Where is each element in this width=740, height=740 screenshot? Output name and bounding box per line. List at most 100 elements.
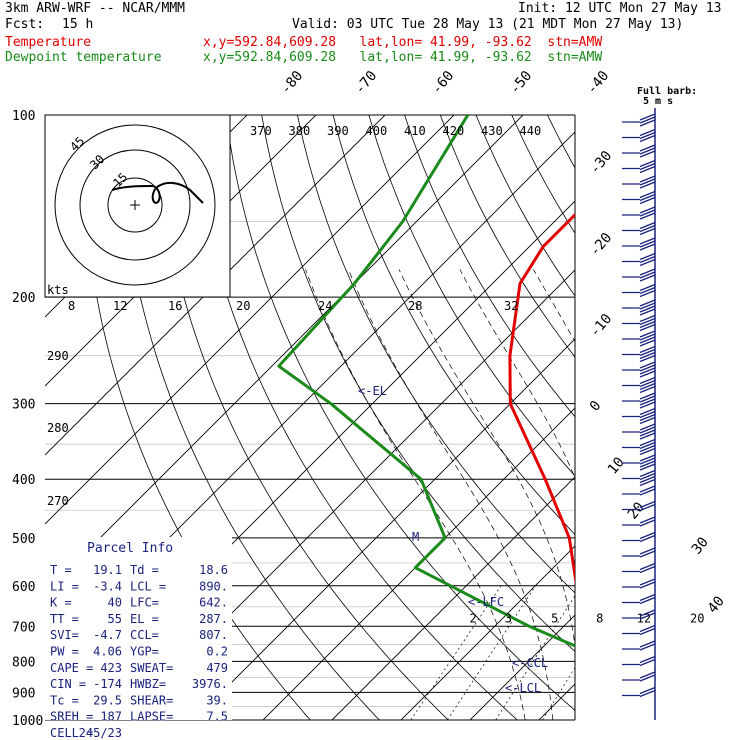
dewpoint-profile [277,115,575,648]
dry-adiabat-line [368,115,575,477]
parcel-info-value: 4.06 [93,645,122,659]
wind-barb [639,410,656,419]
speed-axis-label: 28 [408,299,422,313]
valid-time: Valid: 03 UTC Tue 28 May 13 (21 MDT Mon … [292,17,684,32]
parcel-info-value: SREH = [50,710,93,724]
wind-barb [639,196,656,205]
wind-barb [639,317,656,326]
model-title: 3km ARW-WRF -- NCAR/MMM [5,1,186,16]
wind-barb [639,460,656,468]
wind-barb [639,624,656,633]
wind-barb [639,178,656,186]
wind-barb [639,438,656,447]
wind-barb [639,413,656,422]
mixing-ratio-line [542,666,575,720]
isobar-label: 1000 [12,714,43,729]
dry-adiabat-line [639,87,740,733]
wind-barb [639,395,656,403]
wind-barb [639,674,656,682]
wind-barb [639,531,656,540]
parcel-info-value: 642. [199,596,228,610]
isotherm-line [331,476,575,720]
wind-barb [639,165,656,174]
init-time: Init: 12 UTC Mon 27 May 13 [518,1,722,16]
theta-label: 390 [327,124,349,138]
parcel-info-value: SHEAR= [130,693,173,707]
wind-barb [639,379,656,388]
parcel-info-value: CELL = [50,726,93,740]
parcel-info-value: PW = [50,645,79,659]
wind-barb [639,655,656,664]
moist-adiabat-line [305,269,526,720]
isobar-label: 200 [12,291,35,306]
isobar-label: 600 [12,580,35,595]
isobar-label: 400 [12,473,35,488]
wind-barb [639,237,656,245]
dry-adiabat-line [708,87,740,733]
parcel-info-value: Tc = [50,693,79,707]
wind-barb [639,488,656,496]
parcel-info-value: -174 [93,677,122,691]
parcel-info-value: LFC= [130,596,159,610]
wind-barb [639,689,656,698]
parcel-info-value: SWEAT= [130,661,173,675]
parcel-info-value: HWBZ= [130,677,166,691]
moist-adiabat-line [348,269,554,720]
theta-label: 440 [520,124,542,138]
parcel-info-value: 187 [100,710,122,724]
wind-barb [639,519,656,527]
wind-barb [639,252,656,261]
isotherm-label: -30 [587,148,616,178]
isotherm-line [400,545,575,720]
theta-label: 430 [481,124,503,138]
parcel-info-value: -3.4 [93,579,122,593]
wind-barb [639,441,656,450]
wind-barb [639,224,656,233]
dry-adiabat-line [154,115,449,720]
speed-axis-label: 16 [168,299,182,313]
isotherm-label: -70 [352,68,381,98]
wind-barb [639,401,656,409]
wind-barb [639,193,656,202]
wind-barb [639,243,656,251]
parcel-info-value: CCL= [130,628,159,642]
moist-adiabat-line [459,269,575,479]
isotherm-label: -40 [584,68,613,98]
dry-adiabat-line [189,115,518,720]
wind-barb [639,206,656,214]
wind-barb [639,271,656,279]
isotherm-line [45,115,386,456]
temperature-legend: Temperature [5,35,92,50]
mixing-ratio-line [410,585,502,720]
wind-barb [639,119,656,127]
dry-adiabat-line [673,87,740,733]
wind-barb [639,534,656,543]
wind-barb [639,255,656,264]
moist-adiabat-line [398,269,575,649]
isotherm-line [595,56,740,732]
wind-barb [639,432,656,440]
wind-barb [639,159,656,168]
isotherm-line [733,56,740,732]
wind-barb [639,361,656,369]
forecast-label: Fcst: [5,17,45,32]
wind-barb [639,274,656,282]
wind-barb [639,472,656,481]
isotherm-line [664,56,740,732]
wind-barb [639,478,656,487]
wind-barb [639,376,656,385]
wind-barb [639,367,656,375]
isotherm-label: -20 [587,230,616,260]
wind-barb [639,147,656,155]
parcel-info-value: 479 [206,661,228,675]
parcel-info-value: 890. [199,579,228,593]
isobar-label: 300 [12,398,35,413]
level-annotation: M [412,530,419,544]
theta-label: 380 [289,124,311,138]
wind-barb [639,503,656,512]
isotherm-label: 10 [605,454,628,477]
speed-axis-label: 8 [68,299,75,313]
parcel-info-value: YGP= [130,645,159,659]
isotherm-line [45,115,524,594]
dry-adiabat-line [225,115,575,711]
